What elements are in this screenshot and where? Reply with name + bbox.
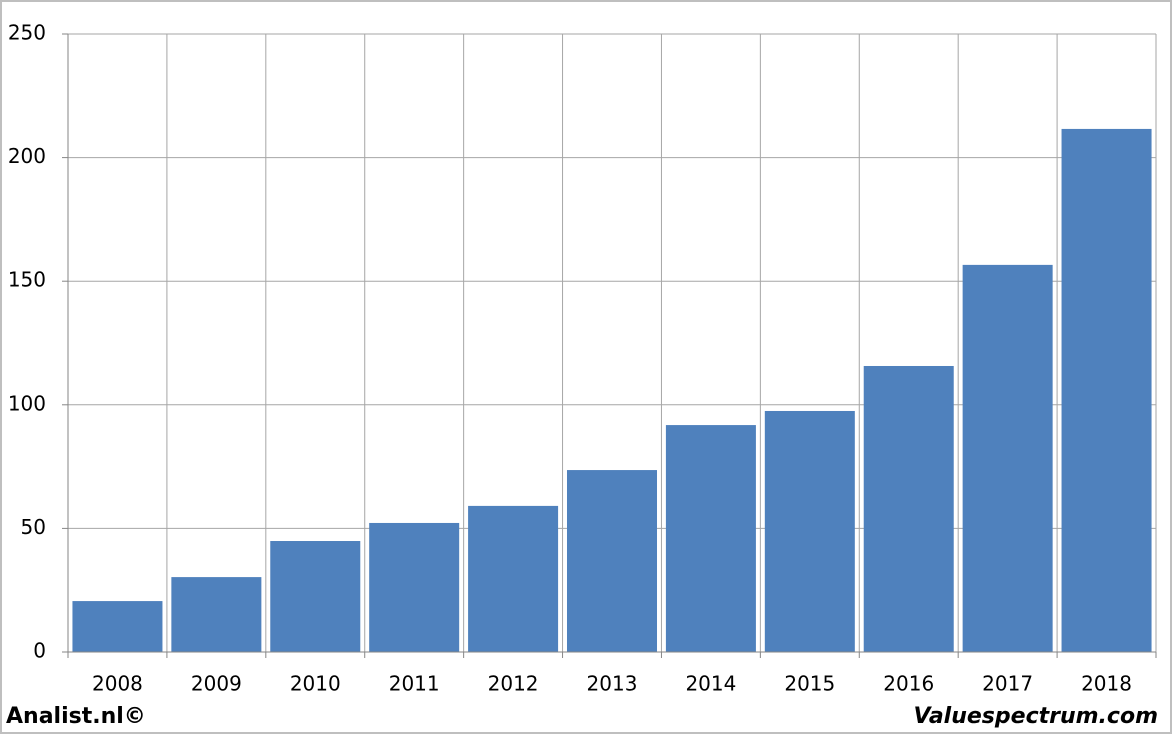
y-tick-label: 0 <box>33 639 46 663</box>
footer-left: Analist.nl© <box>6 704 146 729</box>
x-tick-label: 2012 <box>488 672 539 696</box>
y-tick-label: 200 <box>8 144 46 168</box>
x-tick-label: 2015 <box>784 672 835 696</box>
bar <box>468 505 559 652</box>
x-tick-label: 2009 <box>191 672 242 696</box>
x-tick-label: 2017 <box>982 672 1033 696</box>
x-tick-label: 2013 <box>587 672 638 696</box>
bar <box>566 470 658 652</box>
bar <box>962 264 1053 652</box>
y-tick-label: 50 <box>21 515 46 539</box>
x-tick-label: 2016 <box>883 672 934 696</box>
x-tick-label: 2010 <box>290 672 341 696</box>
y-tick-label: 100 <box>8 391 46 415</box>
bar <box>1061 128 1152 652</box>
x-tick-label: 2008 <box>92 672 143 696</box>
x-tick-label: 2011 <box>389 672 440 696</box>
bar <box>863 365 954 652</box>
bar <box>665 425 756 652</box>
bar <box>171 577 262 652</box>
bar <box>72 601 163 652</box>
footer-right: Valuespectrum.com <box>914 704 1158 729</box>
x-tick-label: 2014 <box>685 672 736 696</box>
y-tick-label: 250 <box>8 21 46 45</box>
bar <box>270 541 361 652</box>
bar <box>764 410 855 652</box>
x-tick-label: 2018 <box>1081 672 1132 696</box>
bar <box>369 522 460 652</box>
y-tick-label: 150 <box>8 268 46 292</box>
